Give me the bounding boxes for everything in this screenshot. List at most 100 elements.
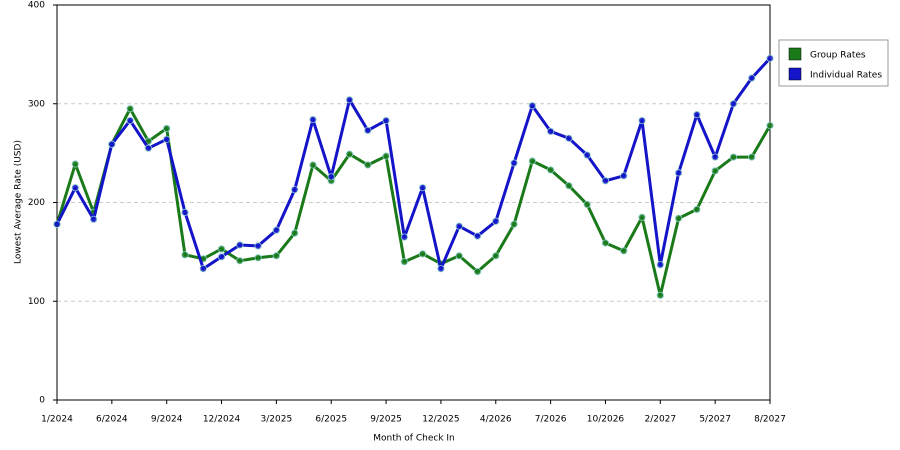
- data-point: [108, 140, 116, 148]
- data-point: [199, 265, 207, 273]
- data-point: [71, 184, 79, 192]
- data-point: [455, 222, 463, 230]
- data-point: [419, 250, 427, 258]
- data-point: [382, 152, 390, 160]
- x-tick-label: 5/2027: [699, 415, 731, 425]
- data-point: [748, 153, 756, 161]
- data-point: [711, 167, 719, 175]
- data-point: [492, 217, 500, 225]
- x-tick-label: 6/2025: [315, 415, 347, 425]
- plot-frame: [56, 4, 771, 401]
- data-point: [419, 184, 427, 192]
- data-point: [272, 226, 280, 234]
- data-point: [601, 239, 610, 247]
- data-point: [291, 186, 299, 194]
- data-point: [455, 252, 463, 260]
- data-point: [729, 153, 738, 161]
- data-point: [583, 200, 591, 209]
- data-point: [766, 121, 774, 130]
- legend-swatch: [788, 67, 802, 81]
- data-point: [71, 160, 79, 168]
- data-point: [638, 116, 646, 125]
- x-tick-label: 9/2025: [370, 415, 402, 425]
- x-tick-label: 10/2026: [587, 415, 625, 425]
- data-point: [565, 134, 573, 142]
- data-point: [327, 173, 335, 181]
- data-point: [144, 144, 153, 152]
- data-point: [674, 214, 683, 222]
- x-tick-label: 2/2027: [644, 415, 676, 425]
- data-point: [89, 215, 98, 223]
- legend-label: Individual Rates: [810, 71, 882, 81]
- x-tick-label: 8/2027: [754, 415, 786, 425]
- data-point: [53, 220, 61, 228]
- data-point: [400, 233, 408, 241]
- data-point: [254, 254, 262, 262]
- legend-label: Group Rates: [810, 51, 866, 61]
- data-point: [766, 54, 774, 62]
- x-axis-label: Month of Check In: [373, 434, 455, 444]
- data-point: [711, 153, 719, 161]
- data-point: [181, 251, 189, 259]
- legend-swatch: [788, 47, 802, 61]
- data-point: [126, 116, 134, 125]
- data-point: [547, 127, 555, 135]
- y-axis-label: Lowest Average Rate (USD): [14, 140, 24, 264]
- data-point: [345, 150, 354, 158]
- data-point: [163, 124, 171, 133]
- data-point: [674, 169, 683, 177]
- data-point: [236, 241, 244, 249]
- data-point: [217, 245, 226, 253]
- data-point: [620, 247, 628, 255]
- data-point: [492, 252, 500, 260]
- data-point: [693, 205, 701, 214]
- x-tick-label: 12/2025: [422, 415, 459, 425]
- y-tick-label: 300: [28, 99, 45, 109]
- y-tick-label: 400: [28, 1, 45, 11]
- data-point: [126, 105, 134, 113]
- data-point: [528, 157, 536, 165]
- x-tick-label: 12/2024: [203, 415, 241, 425]
- y-tick-label: 100: [28, 297, 45, 307]
- data-point: [510, 220, 518, 228]
- data-point: [236, 257, 244, 265]
- data-point: [163, 135, 171, 143]
- data-point: [620, 172, 628, 180]
- data-point: [437, 265, 445, 273]
- data-point: [528, 102, 536, 110]
- data-point: [309, 161, 317, 169]
- data-point: [400, 258, 408, 266]
- data-point: [510, 159, 518, 167]
- data-point: [638, 213, 646, 221]
- data-point: [748, 74, 756, 82]
- data-point: [309, 115, 317, 124]
- x-tick-label: 6/2024: [96, 415, 128, 425]
- x-tick-label: 9/2024: [151, 415, 183, 425]
- data-point: [254, 242, 262, 250]
- series-line: [55, 57, 772, 271]
- data-point: [583, 151, 591, 159]
- data-point: [364, 161, 372, 169]
- data-point: [729, 100, 738, 108]
- data-point: [473, 232, 482, 240]
- data-point: [656, 261, 664, 269]
- y-tick-label: 200: [28, 198, 45, 208]
- data-point: [217, 253, 226, 261]
- data-point: [693, 111, 701, 119]
- data-point: [382, 116, 390, 125]
- data-point: [345, 96, 354, 104]
- data-point: [364, 126, 372, 135]
- data-point: [565, 182, 573, 190]
- data-point: [601, 177, 610, 185]
- data-point: [473, 268, 482, 276]
- series-line: [55, 107, 772, 297]
- data-point: [181, 208, 189, 216]
- data-point: [547, 166, 555, 174]
- x-tick-label: 3/2025: [261, 415, 293, 425]
- x-tick-label: 4/2026: [480, 415, 512, 425]
- x-tick-label: 7/2026: [535, 415, 567, 425]
- y-tick-label: 0: [39, 396, 45, 406]
- data-point: [272, 252, 280, 260]
